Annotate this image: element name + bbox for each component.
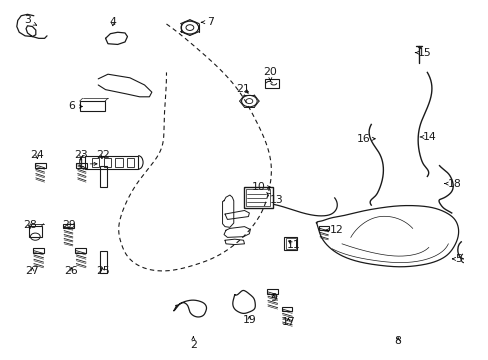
Text: 6: 6	[68, 102, 82, 112]
Text: 27: 27	[25, 266, 39, 276]
Bar	[84, 156, 138, 169]
Text: 24: 24	[30, 150, 44, 160]
Text: 21: 21	[236, 84, 250, 94]
Text: 23: 23	[74, 150, 88, 160]
Bar	[80, 101, 105, 111]
Bar	[264, 79, 278, 88]
Bar	[245, 189, 270, 206]
Bar	[281, 307, 292, 311]
Text: 13: 13	[266, 193, 283, 205]
Bar	[243, 187, 272, 208]
Text: 12: 12	[325, 225, 344, 235]
Bar	[319, 226, 328, 230]
Text: 16: 16	[356, 134, 374, 144]
Bar	[29, 226, 41, 237]
Bar	[115, 158, 122, 167]
Bar	[63, 224, 74, 228]
Bar	[285, 238, 295, 249]
Text: 14: 14	[419, 132, 436, 142]
Text: 28: 28	[23, 220, 37, 230]
Text: 9: 9	[270, 293, 277, 303]
Text: 26: 26	[64, 266, 78, 276]
Text: 7: 7	[201, 17, 213, 27]
Bar	[75, 248, 86, 253]
Bar	[266, 289, 277, 294]
Text: 19: 19	[242, 315, 256, 325]
Text: 25: 25	[96, 266, 110, 276]
Bar	[35, 163, 45, 168]
Bar	[100, 166, 106, 187]
Text: 29: 29	[62, 220, 76, 230]
Text: 3: 3	[24, 15, 37, 26]
Bar	[100, 251, 106, 273]
Bar	[103, 158, 111, 167]
Text: 15: 15	[414, 48, 431, 58]
Text: 17: 17	[281, 317, 295, 327]
Text: 1: 1	[78, 159, 97, 169]
Text: 5: 5	[451, 254, 462, 264]
Bar	[76, 163, 87, 168]
Text: 11: 11	[286, 239, 300, 249]
Bar	[127, 158, 134, 167]
Text: 10: 10	[252, 182, 270, 192]
Text: 2: 2	[189, 337, 196, 350]
Text: 4: 4	[109, 17, 116, 27]
Text: 8: 8	[394, 336, 401, 346]
Bar	[92, 158, 99, 167]
Bar	[284, 237, 297, 250]
Text: 18: 18	[444, 179, 460, 189]
Bar	[33, 248, 43, 253]
Text: 22: 22	[96, 150, 110, 160]
Text: 20: 20	[263, 67, 277, 81]
